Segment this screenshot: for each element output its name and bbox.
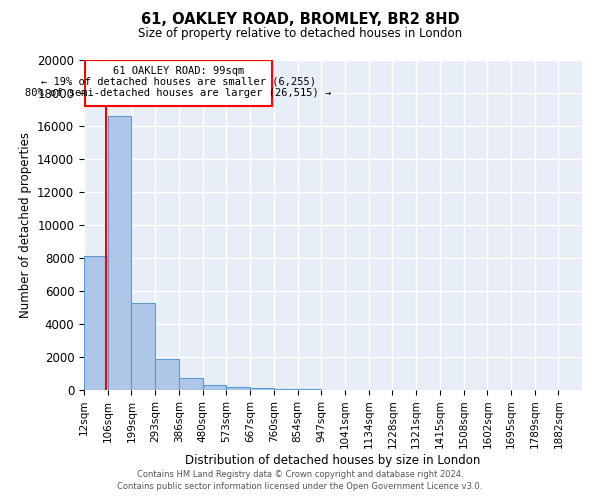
Bar [131,302,155,390]
Bar [250,388,274,390]
Bar [203,384,226,390]
Text: 61, OAKLEY ROAD, BROMLEY, BR2 8HD: 61, OAKLEY ROAD, BROMLEY, BR2 8HD [140,12,460,28]
Text: Size of property relative to detached houses in London: Size of property relative to detached ho… [138,28,462,40]
Bar [108,116,131,390]
Bar [155,360,179,390]
Bar [274,389,298,390]
Text: ← 19% of detached houses are smaller (6,255): ← 19% of detached houses are smaller (6,… [41,77,316,87]
Text: Contains public sector information licensed under the Open Government Licence v3: Contains public sector information licen… [118,482,482,491]
Text: 61 OAKLEY ROAD: 99sqm: 61 OAKLEY ROAD: 99sqm [113,66,244,76]
Bar [84,256,108,390]
Text: 80% of semi-detached houses are larger (26,515) →: 80% of semi-detached houses are larger (… [25,88,332,98]
Y-axis label: Number of detached properties: Number of detached properties [19,132,32,318]
X-axis label: Distribution of detached houses by size in London: Distribution of detached houses by size … [185,454,481,467]
Bar [179,378,203,390]
Bar [85,60,272,106]
Bar [226,386,250,390]
Text: Contains HM Land Registry data © Crown copyright and database right 2024.: Contains HM Land Registry data © Crown c… [137,470,463,479]
